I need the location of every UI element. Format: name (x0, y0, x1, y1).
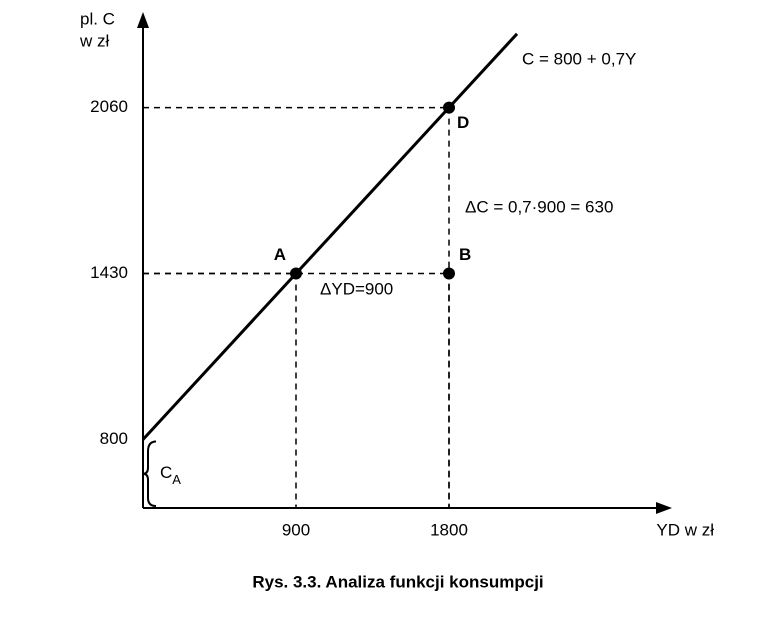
intercept-label-main: C (160, 463, 172, 482)
x-tick-label: 900 (282, 520, 310, 539)
y-tick-label: 800 (100, 429, 128, 448)
x-tick-label: 1800 (430, 520, 468, 539)
annotation: ΔC = 0,7·900 = 630 (465, 197, 613, 216)
y-tick-label: 2060 (90, 97, 128, 116)
y-axis-label: pl. C (80, 9, 115, 28)
intercept-label-sub: A (172, 472, 181, 487)
y-tick-label: 1430 (90, 263, 128, 282)
annotation: ΔYD=900 (320, 279, 393, 298)
y-axis-arrow (137, 12, 149, 28)
point (443, 101, 455, 114)
legend-label: C = 800 + 0,7Y (522, 49, 636, 68)
point (443, 267, 455, 280)
x-axis-arrow (656, 502, 672, 514)
y-axis-label: w zł (79, 31, 110, 50)
brace (142, 440, 157, 507)
chart-title: Rys. 3.3. Analiza funkcji konsumpcji (252, 572, 543, 591)
line (141, 32, 519, 441)
x-axis-label: YD w zł (656, 520, 714, 539)
point (290, 267, 302, 280)
point-label: D (457, 113, 469, 132)
intercept-label: CA (160, 463, 181, 487)
point-label: B (459, 245, 471, 264)
point-label: A (274, 245, 286, 264)
